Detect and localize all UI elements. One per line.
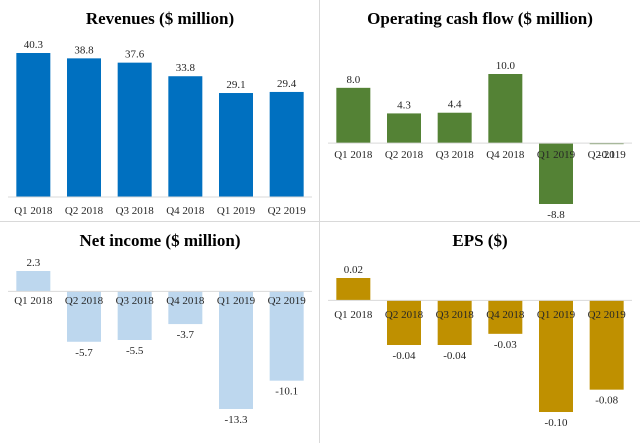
bar [219, 93, 253, 197]
category-label: Q1 2018 [334, 309, 373, 321]
bar [438, 300, 472, 345]
data-label: -10.1 [275, 386, 298, 398]
eps-chart-svg: EPS ($) 0.02 Q1 2018 -0.04 Q2 2018 -0.04 Q3 20… [320, 222, 640, 443]
data-label: -5.5 [126, 345, 144, 357]
bar [168, 76, 202, 197]
data-label: 10.0 [496, 60, 516, 72]
bar [336, 88, 370, 143]
category-label: Q4 2018 [166, 205, 205, 217]
data-label: 2.3 [26, 257, 40, 269]
data-label: -0.04 [443, 350, 466, 362]
category-label: Q1 2019 [537, 149, 576, 161]
category-label: Q2 2018 [65, 205, 104, 217]
data-label: -8.8 [547, 209, 565, 221]
data-label: 29.4 [277, 78, 297, 90]
data-label: 29.1 [226, 79, 245, 91]
data-label: 4.3 [397, 99, 411, 111]
category-label: Q4 2018 [166, 295, 205, 307]
bar [387, 113, 421, 143]
bar [67, 58, 101, 197]
net-income-chart: Net income ($ million) 2.3 Q1 2018 -5.7 Q2 2… [0, 222, 320, 443]
category-label: Q2 2018 [385, 309, 424, 321]
data-label: 37.6 [125, 49, 145, 61]
bar [16, 271, 50, 291]
bar [118, 63, 152, 197]
data-label: 40.3 [24, 39, 44, 51]
category-label: Q1 2018 [14, 295, 53, 307]
panel-divider-horizontal [0, 221, 640, 222]
data-label: 33.8 [176, 62, 196, 74]
operating-cash-flow-chart: Operating cash flow ($ million) 8.0 Q1 201… [320, 0, 640, 221]
category-label: Q4 2018 [486, 149, 525, 161]
bar [438, 113, 472, 143]
data-label: -0.10 [545, 417, 568, 429]
data-label: 4.4 [448, 99, 462, 111]
category-label: Q3 2018 [436, 149, 475, 161]
bar [219, 291, 253, 409]
category-label: Q4 2018 [486, 309, 525, 321]
data-label: 8.0 [346, 74, 360, 86]
bar [16, 53, 50, 197]
data-label: -5.7 [75, 347, 93, 359]
category-label: Q2 2019 [268, 295, 307, 307]
bar [488, 74, 522, 143]
revenues-chart: Revenues ($ million) 40.3 Q1 2018 38.8 Q2 20… [0, 0, 320, 221]
eps-chart: EPS ($) 0.02 Q1 2018 -0.04 Q2 2018 -0.04 Q3 20… [320, 222, 640, 443]
category-label: Q2 2019 [588, 309, 627, 321]
data-label: -0.03 [494, 339, 517, 351]
category-label: Q1 2018 [14, 205, 53, 217]
category-label: Q1 2019 [217, 205, 256, 217]
category-label: Q1 2019 [217, 295, 256, 307]
category-label: Q3 2018 [116, 205, 155, 217]
bar [270, 92, 304, 197]
chart-title: Revenues ($ million) [86, 9, 234, 28]
data-label: 38.8 [74, 44, 94, 56]
category-label: Q3 2018 [436, 309, 475, 321]
category-label: Q1 2019 [537, 309, 576, 321]
operating-cash-flow-chart-svg: Operating cash flow ($ million) 8.0 Q1 201… [320, 0, 640, 221]
category-label: Q3 2018 [116, 295, 155, 307]
data-label: -0.04 [393, 350, 416, 362]
revenues-chart-svg: Revenues ($ million) 40.3 Q1 2018 38.8 Q2 20… [0, 0, 320, 221]
category-label: Q2 2018 [385, 149, 424, 161]
category-label: Q1 2018 [334, 149, 373, 161]
chart-title: Net income ($ million) [80, 231, 241, 250]
data-label: -3.7 [177, 329, 195, 341]
category-label: Q2 2018 [65, 295, 104, 307]
bar [387, 300, 421, 345]
chart-title: Operating cash flow ($ million) [367, 9, 593, 28]
data-label: 0.02 [344, 264, 363, 276]
data-label: -0.08 [595, 395, 618, 407]
category-label: Q2 2019 [588, 149, 627, 161]
data-label: -13.3 [225, 414, 248, 426]
bar [336, 278, 370, 300]
category-label: Q2 2019 [268, 205, 307, 217]
net-income-chart-svg: Net income ($ million) 2.3 Q1 2018 -5.7 Q2 2… [0, 222, 320, 443]
chart-title: EPS ($) [452, 231, 507, 250]
